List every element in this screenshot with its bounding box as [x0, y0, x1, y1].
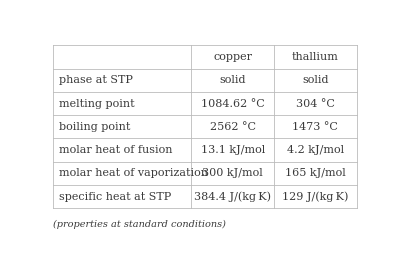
Text: 384.4 J/(kg K): 384.4 J/(kg K) — [194, 191, 271, 202]
Text: 165 kJ/mol: 165 kJ/mol — [285, 168, 346, 178]
Text: 2562 °C: 2562 °C — [210, 122, 256, 132]
Text: thallium: thallium — [292, 52, 339, 62]
Text: 4.2 kJ/mol: 4.2 kJ/mol — [287, 145, 344, 155]
Text: molar heat of fusion: molar heat of fusion — [59, 145, 172, 155]
Text: molar heat of vaporization: molar heat of vaporization — [59, 168, 208, 178]
Text: solid: solid — [219, 75, 246, 85]
Text: 13.1 kJ/mol: 13.1 kJ/mol — [200, 145, 265, 155]
Text: 300 kJ/mol: 300 kJ/mol — [202, 168, 263, 178]
Text: 1084.62 °C: 1084.62 °C — [201, 98, 264, 109]
Text: 129 J/(kg K): 129 J/(kg K) — [282, 191, 349, 202]
Text: 304 °C: 304 °C — [296, 98, 335, 109]
Text: phase at STP: phase at STP — [59, 75, 132, 85]
Text: copper: copper — [213, 52, 252, 62]
Text: specific heat at STP: specific heat at STP — [59, 192, 171, 201]
Text: 1473 °C: 1473 °C — [292, 122, 338, 132]
Text: solid: solid — [302, 75, 329, 85]
Text: boiling point: boiling point — [59, 122, 130, 132]
Text: melting point: melting point — [59, 98, 134, 109]
Text: (properties at standard conditions): (properties at standard conditions) — [53, 220, 226, 229]
